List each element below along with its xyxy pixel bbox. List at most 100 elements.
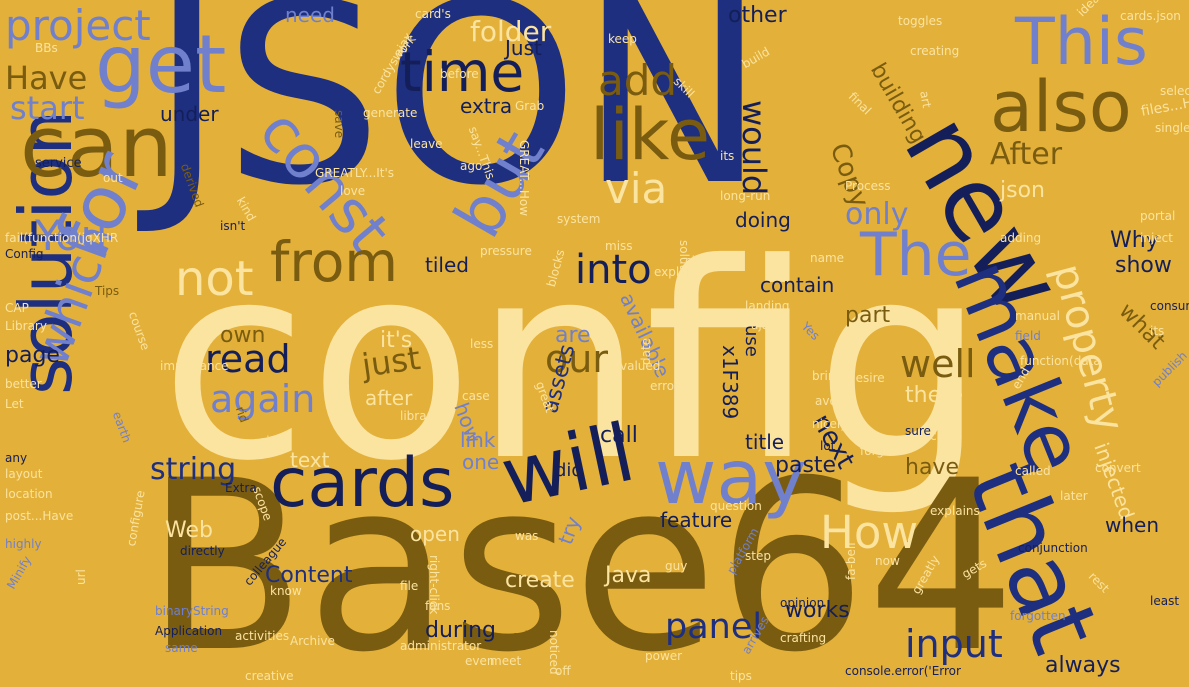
word-earth: earth	[109, 409, 134, 445]
word-library: library	[400, 409, 439, 423]
word-show: show	[1115, 253, 1172, 278]
word-like: like	[590, 94, 711, 176]
word-noticed: noticed	[547, 630, 561, 675]
word-card-s: card's	[415, 7, 451, 21]
word-tiled: tiled	[425, 253, 469, 277]
word-location: location	[5, 487, 53, 501]
word-are: are	[555, 323, 591, 348]
word-there: there	[905, 383, 964, 408]
word-need: need	[285, 3, 335, 27]
word-save: save	[332, 110, 346, 139]
word-valued: valued	[620, 359, 661, 373]
word-forget: forget	[860, 444, 896, 458]
word-explore: explore	[654, 265, 699, 279]
word-why: Why	[1110, 228, 1159, 253]
word-keep: keep	[608, 32, 637, 46]
word-toggles: toggles	[898, 14, 943, 28]
word-lot: lot	[820, 439, 836, 453]
word-base64: Base64	[145, 431, 1017, 687]
word-json: json	[1000, 178, 1045, 203]
word-open: open	[410, 522, 460, 546]
word-panel: panel	[665, 607, 763, 647]
word-page: page	[5, 343, 60, 368]
word-just: Just	[505, 36, 542, 60]
word-same: same	[165, 641, 198, 655]
word-sure: sure	[905, 424, 931, 438]
word-desire: desire	[848, 371, 885, 385]
word-did: did	[555, 460, 583, 481]
word-manual: manual	[1015, 309, 1060, 323]
word-read: read	[205, 337, 291, 381]
word-cards-json: cards.json	[1120, 9, 1181, 23]
word-fa-bell: fa-bell	[844, 542, 858, 580]
word-leave: leave	[410, 137, 443, 151]
word-web: Web	[165, 518, 213, 543]
word-was: was	[515, 529, 539, 543]
word-ago: ago	[460, 159, 483, 173]
word-now: now	[875, 554, 900, 568]
word-contain: contain	[760, 273, 835, 297]
word-call: call	[600, 423, 638, 448]
word-opinion: opinion	[780, 596, 825, 610]
word-cards: cards	[270, 444, 455, 523]
word-cap: CAP	[5, 301, 29, 315]
word-isn-t: isn't	[220, 219, 246, 233]
word-via: via	[605, 164, 668, 213]
word-forgotten: forgotten	[1010, 609, 1066, 623]
word-function-data: function(data	[1020, 354, 1101, 368]
word-binarystring: binaryString	[155, 604, 229, 618]
word-feature: feature	[660, 508, 733, 532]
word-importance: importance	[160, 359, 229, 373]
word-single: single	[1155, 121, 1189, 135]
word-from: from	[270, 230, 398, 294]
word-way: way	[655, 433, 807, 521]
word-ajax: ajax	[751, 318, 777, 332]
word-bring: bring	[812, 369, 844, 383]
word-add: add	[598, 56, 678, 105]
word-before: before	[440, 67, 479, 81]
word-least: least	[1150, 594, 1180, 608]
word-let: Let	[5, 397, 24, 411]
word-bbs: BBs	[35, 41, 58, 55]
word-system: system	[557, 212, 601, 226]
word-json: JSON	[150, 0, 767, 240]
word-great-how: GREAT...How	[517, 140, 531, 217]
word-injected: injected	[1089, 439, 1140, 523]
word-our: our	[545, 337, 608, 381]
word-link: link	[460, 428, 496, 452]
word-own: own	[220, 323, 266, 348]
word-url: url	[74, 569, 88, 585]
word-miss: miss	[605, 239, 633, 253]
word-string: string	[150, 452, 237, 487]
word-during: during	[425, 618, 496, 643]
word-select: select	[1160, 84, 1189, 98]
word-start: start	[10, 89, 85, 127]
word-config: config	[160, 205, 987, 520]
word-the: The	[860, 220, 972, 290]
word-fail-function-jqxhr: fail(function(jqXHR	[5, 231, 119, 245]
word-generate: generate	[363, 106, 418, 120]
word-doing: doing	[735, 208, 791, 232]
word-grip: grip	[512, 629, 536, 643]
word-text: text	[290, 448, 330, 472]
word-tips: tips	[730, 669, 752, 683]
word-how: How	[820, 506, 919, 559]
word-get: get	[95, 18, 227, 111]
word-conjunction: conjunction	[1018, 541, 1088, 555]
word-later: later	[1060, 489, 1088, 503]
word-always: always	[1045, 653, 1121, 678]
word-out: out	[103, 171, 123, 185]
word-less: less	[470, 337, 494, 351]
word-configure: configure	[124, 489, 148, 548]
word-right-click: right-click	[427, 555, 441, 615]
word-input: input	[905, 622, 1003, 666]
word-copy: Copy	[823, 139, 875, 212]
word-when: when	[1105, 513, 1160, 537]
word-off: off	[555, 664, 571, 678]
word-can-t: can't	[930, 429, 960, 443]
word-again: again	[210, 377, 316, 421]
word-question: question	[710, 499, 762, 513]
word-case: case	[462, 389, 490, 403]
word-crafting: crafting	[780, 631, 827, 645]
